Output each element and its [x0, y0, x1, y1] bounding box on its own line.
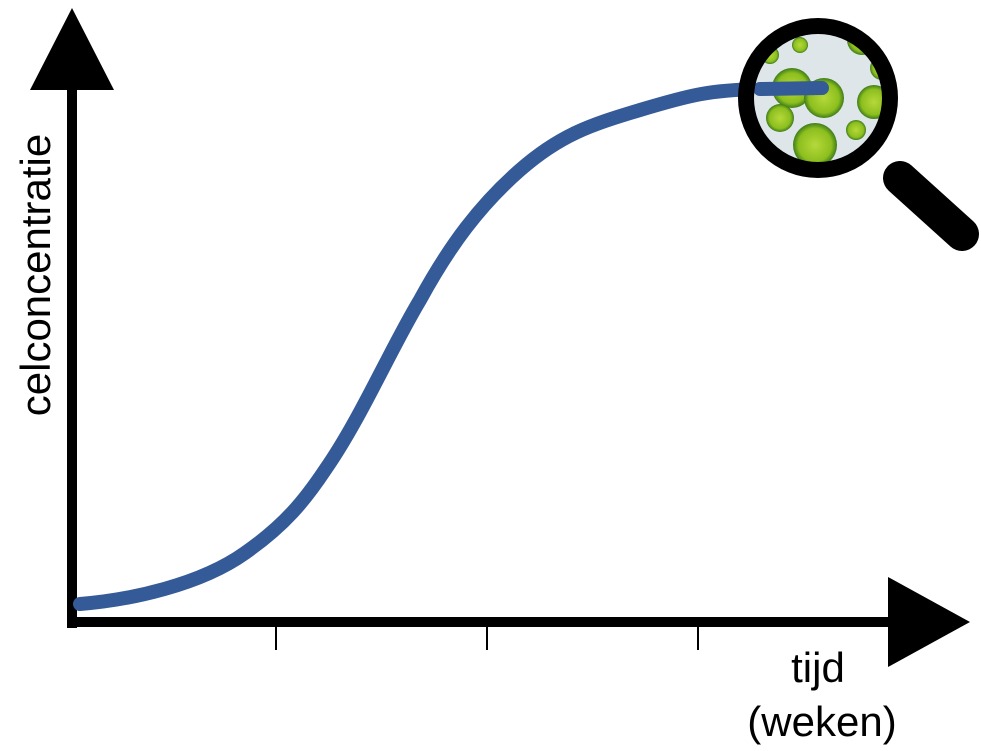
y-axis-label: celconcentratie	[12, 134, 59, 417]
magnifier-handle	[900, 178, 962, 234]
diagram: celconcentratie tijd (weken)	[0, 0, 981, 751]
x-axis-label: tijd	[791, 644, 845, 691]
x-axis-arrow	[888, 577, 970, 667]
growth-curve	[80, 88, 822, 604]
y-axis-arrow	[30, 8, 114, 90]
x-axis-label: (weken)	[747, 698, 896, 745]
